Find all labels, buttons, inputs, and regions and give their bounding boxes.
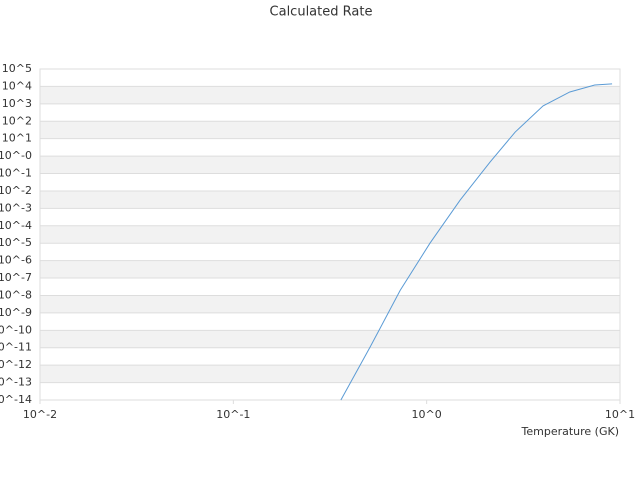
y-tick-label: 10^-14 [0,393,32,406]
y-tick-label: 10^3 [2,97,32,110]
y-tick-label: 10^-9 [0,306,32,319]
y-tick-label: 10^-5 [0,236,32,249]
y-tick-label: 10^-6 [0,254,32,267]
y-tick-label: 10^5 [2,62,32,75]
y-tick-label: 10^-0 [0,149,32,162]
line [340,83,613,401]
y-tick-label: 10^-4 [0,219,32,232]
grid-band [40,260,620,279]
x-tick-label: 10^1 [605,408,635,421]
y-tick-label: 10^1 [2,132,32,145]
y-tick-label: 10^2 [2,114,32,127]
y-tick-label: 10^-7 [0,271,32,284]
y-tick-label: 10^-2 [0,184,32,197]
grid-band [40,295,620,313]
grid-band [40,86,620,104]
plot-frame [39,68,621,401]
y-tick-label: 10^-13 [0,376,32,389]
y-tick-label: 10^-11 [0,341,32,354]
y-tick-label: 10^4 [2,79,32,92]
y-tick-label: 10^-8 [0,288,32,301]
x-tick-label: 10^-2 [23,408,57,421]
y-tick-label: 10^-12 [0,358,32,371]
y-tick-label: 10^-3 [0,201,32,214]
y-tick-label: 10^-1 [0,167,32,180]
grid-band [40,330,620,348]
x-tick-label: 10^-1 [216,408,250,421]
grid-band [40,156,620,174]
grid-band [40,365,620,383]
x-axis-label: Temperature (GK) [521,425,620,438]
y-tick-label: 10^-10 [0,323,32,336]
x-tick-label: 10^0 [412,408,442,421]
grid-band [40,190,620,209]
chart-title: Calculated Rate [270,5,373,20]
grid-band [40,121,620,139]
grid-band [40,225,620,244]
